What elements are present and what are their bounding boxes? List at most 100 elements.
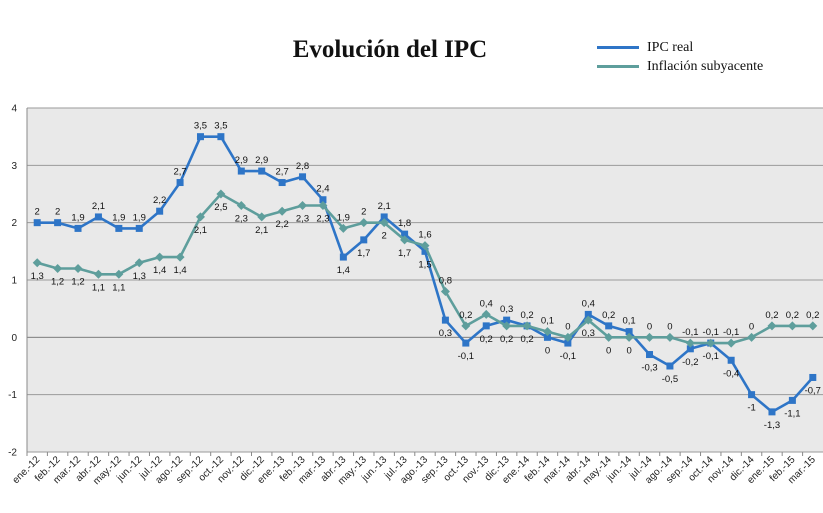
data-label-ipc-real: 2 [35, 207, 40, 218]
data-point-inflacion-subyacente [542, 327, 552, 337]
y-tick-label: 1 [11, 276, 17, 287]
data-point-ipc-real [809, 373, 817, 381]
data-label-inflacion-subyacente: 1,6 [418, 230, 431, 241]
data-point-inflacion-subyacente [563, 332, 573, 342]
data-point-inflacion-subyacente [379, 218, 389, 228]
data-label-inflacion-subyacente: 0,2 [765, 310, 778, 321]
data-label-inflacion-subyacente: -0,1 [703, 351, 719, 362]
data-point-ipc-real [299, 173, 307, 181]
data-label-inflacion-subyacente: 1,3 [133, 271, 146, 282]
data-label-ipc-real: 1,5 [418, 259, 431, 270]
data-point-ipc-real [156, 207, 164, 215]
data-label-inflacion-subyacente: 2,1 [194, 225, 207, 236]
data-label-ipc-real: 1,4 [337, 265, 350, 276]
data-label-ipc-real: -0,1 [560, 351, 576, 362]
data-label-ipc-real: 2,1 [378, 201, 391, 212]
data-label-inflacion-subyacente: 2 [361, 207, 366, 218]
data-point-ipc-real [768, 408, 776, 416]
data-label-inflacion-subyacente: 1,4 [173, 265, 186, 276]
data-label-inflacion-subyacente: -0,1 [682, 327, 698, 338]
data-label-ipc-real: -0,4 [723, 368, 739, 379]
data-label-inflacion-subyacente: 0 [667, 321, 672, 332]
data-label-inflacion-subyacente: 2,5 [214, 202, 227, 213]
data-label-inflacion-subyacente: 0 [647, 321, 652, 332]
data-label-inflacion-subyacente: 0,2 [500, 334, 513, 345]
data-label-ipc-real: 2,1 [92, 201, 105, 212]
data-point-inflacion-subyacente [298, 200, 308, 210]
data-point-inflacion-subyacente [175, 252, 185, 262]
data-point-ipc-real [503, 316, 511, 324]
legend-item-ipc-real: IPC real [597, 38, 763, 57]
data-point-inflacion-subyacente [726, 338, 736, 348]
data-point-inflacion-subyacente [277, 206, 287, 216]
data-point-inflacion-subyacente [808, 321, 818, 331]
data-point-inflacion-subyacente [53, 264, 63, 274]
data-label-ipc-real: 0,2 [480, 334, 493, 345]
data-point-ipc-real [135, 224, 143, 232]
data-point-inflacion-subyacente [155, 252, 165, 262]
data-point-ipc-real [237, 167, 245, 175]
data-label-ipc-real: 2,2 [153, 195, 166, 206]
data-point-ipc-real [543, 333, 551, 341]
data-point-ipc-real [33, 219, 41, 227]
data-point-inflacion-subyacente [645, 332, 655, 342]
data-point-inflacion-subyacente [114, 269, 124, 279]
data-label-inflacion-subyacente: 0,8 [439, 275, 452, 286]
data-label-ipc-real: 0,2 [520, 310, 533, 321]
data-label-ipc-real: 3,5 [194, 121, 207, 132]
legend: IPC real Inflación subyacente [597, 38, 763, 76]
data-point-ipc-real [54, 219, 62, 227]
data-label-inflacion-subyacente: 0 [626, 345, 631, 356]
legend-item-inflacion-subyacente: Inflación subyacente [597, 57, 763, 76]
data-point-ipc-real [196, 133, 204, 141]
legend-swatch-ipc-real [597, 46, 639, 49]
data-point-ipc-real [319, 196, 327, 204]
y-tick-label: -1 [8, 390, 17, 401]
data-label-ipc-real: -0,3 [641, 363, 657, 374]
data-label-ipc-real: 2,9 [235, 155, 248, 166]
data-label-ipc-real: 1,9 [71, 212, 84, 223]
data-point-ipc-real [115, 224, 123, 232]
data-label-ipc-real: 1,7 [357, 248, 370, 259]
data-label-ipc-real: 1,8 [398, 218, 411, 229]
data-point-ipc-real [605, 322, 613, 330]
data-label-inflacion-subyacente: 0,4 [480, 298, 493, 309]
data-label-ipc-real: -0,7 [805, 385, 821, 396]
data-point-ipc-real [564, 339, 572, 347]
data-point-ipc-real [74, 224, 82, 232]
data-point-ipc-real [727, 356, 735, 364]
data-point-ipc-real [360, 236, 368, 244]
data-point-inflacion-subyacente [624, 332, 634, 342]
data-point-ipc-real [748, 391, 756, 399]
data-label-inflacion-subyacente: 0 [749, 321, 754, 332]
data-label-inflacion-subyacente: 2,2 [276, 219, 289, 230]
data-point-inflacion-subyacente [685, 338, 695, 348]
y-tick-label: 4 [11, 104, 17, 115]
data-point-ipc-real [686, 345, 694, 353]
data-point-inflacion-subyacente [665, 332, 675, 342]
data-label-ipc-real: 0,2 [602, 310, 615, 321]
data-label-inflacion-subyacente: 2,3 [235, 213, 248, 224]
data-label-inflacion-subyacente: 2,3 [296, 213, 309, 224]
data-label-ipc-real: -0,2 [682, 357, 698, 368]
data-point-ipc-real [666, 362, 674, 370]
data-label-ipc-real: 2,8 [296, 161, 309, 172]
data-point-inflacion-subyacente [400, 235, 410, 245]
data-label-ipc-real: 2,4 [316, 184, 329, 195]
data-point-inflacion-subyacente [420, 241, 430, 251]
data-point-ipc-real [258, 167, 266, 175]
data-label-inflacion-subyacente: 1,3 [31, 271, 44, 282]
data-label-inflacion-subyacente: 0,2 [459, 310, 472, 321]
data-label-ipc-real: -1 [747, 403, 755, 414]
data-label-inflacion-subyacente: 2,1 [255, 225, 268, 236]
data-point-inflacion-subyacente [216, 189, 226, 199]
data-point-inflacion-subyacente [257, 212, 267, 222]
y-tick-label: -2 [8, 448, 17, 459]
data-label-inflacion-subyacente: -0,1 [723, 327, 739, 338]
data-label-ipc-real: 0,4 [582, 298, 595, 309]
data-label-inflacion-subyacente: 1,9 [337, 212, 350, 223]
data-label-ipc-real: -0,1 [703, 327, 719, 338]
data-label-inflacion-subyacente: 0 [565, 321, 570, 332]
data-point-inflacion-subyacente [195, 212, 205, 222]
